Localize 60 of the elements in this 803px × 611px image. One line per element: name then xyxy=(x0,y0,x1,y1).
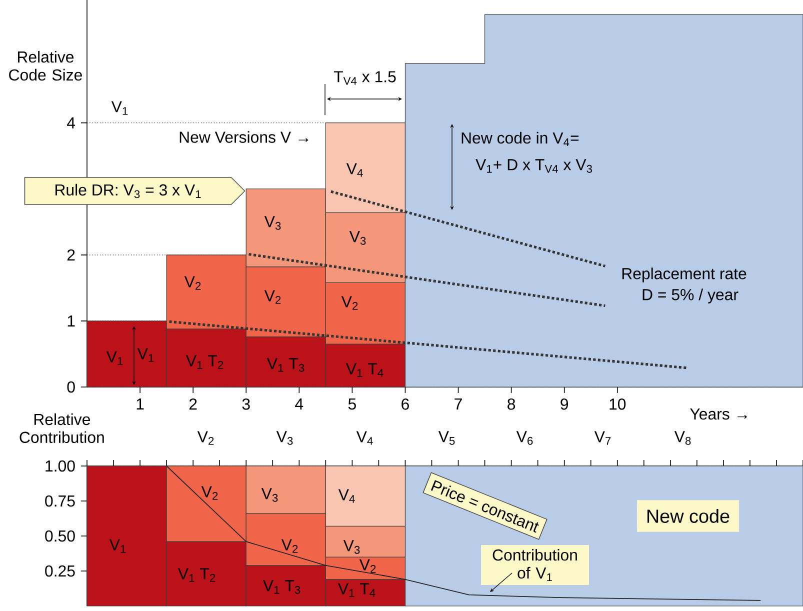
x-tick-label: 6 xyxy=(402,398,409,410)
annotation: V$_{1}$ T$_{4}$ xyxy=(346,363,384,377)
annotation: V$_{1}$ T$_{4}$ xyxy=(338,583,376,597)
annotation: V$_{1}$ xyxy=(109,539,126,553)
annotation: V$_{1}$ T$_{3}$ xyxy=(262,580,300,594)
annotation: V$_{1}$ xyxy=(106,351,123,365)
line-series xyxy=(166,466,762,601)
x-tick-label: 7 xyxy=(454,398,462,410)
text: V$_{5}$ xyxy=(438,431,455,445)
y-axis-title: Relative Code Size xyxy=(9,50,82,81)
y-tick-label: 0.50 xyxy=(45,530,75,542)
annotation: Contribution of V$_{1}$ xyxy=(492,548,577,582)
x-tick-label: 2 xyxy=(189,398,197,410)
x-tick-label: 3 xyxy=(242,398,250,410)
y-tick-label: 0.75 xyxy=(45,495,75,507)
annotation: V$_{3}$ xyxy=(264,216,281,230)
text: V$_{3}$ xyxy=(276,431,293,445)
annotation: Replacement rate xyxy=(622,268,746,282)
x-tick-label: 9 xyxy=(560,398,568,410)
x-tick-label: 10 xyxy=(610,398,626,410)
annotation: V$_{4}$ xyxy=(338,489,355,503)
annotation: V$_{1}$ T$_{2}$ xyxy=(178,568,216,582)
x-tick-label: 8 xyxy=(508,398,516,410)
y-tick-label: 1.00 xyxy=(46,460,75,472)
annotation: V$_{3}$ xyxy=(349,231,366,245)
annotation: V$_{3}$ xyxy=(343,540,360,554)
annotation: V$_{3}$ xyxy=(261,488,278,502)
annotation: Rule DR: V$_{3}$ = 3 x V$_{1}$ xyxy=(56,184,201,198)
annotation: V$_{1}$ xyxy=(137,348,154,362)
x-tick-label: 1 xyxy=(136,398,144,410)
text: V$_{6}$ xyxy=(516,431,533,445)
annotation: V$_{1}$ xyxy=(111,101,128,115)
x-tick-label: 4 xyxy=(295,398,304,410)
annotation: T$_{V4}$ x 1.5 xyxy=(334,71,396,85)
annotation: V$_{4}$ xyxy=(346,163,363,177)
annotation: V$_{2}$ xyxy=(281,539,298,553)
annotation: V$_{2}$ xyxy=(184,276,201,290)
annotation: New code xyxy=(647,509,730,523)
annotation: V$_{2}$ xyxy=(341,296,358,310)
annotation: V$_{2}$ xyxy=(201,486,218,500)
annotation: V$_{1}$+ D x T$_{V4}$ x V$_{3}$ xyxy=(476,159,592,173)
annotation: V$_{1}$ T$_{2}$ xyxy=(186,355,224,369)
text: V$_{4}$ xyxy=(356,431,373,445)
text: V$_{7}$ xyxy=(594,431,611,445)
y-axis-title: Relative Contribution xyxy=(20,413,104,444)
annotation: V$_{2}$ xyxy=(359,559,376,573)
text: V$_{8}$ xyxy=(674,431,691,445)
y-tick-label: 0.25 xyxy=(45,565,75,577)
x-axis-title: Years → xyxy=(690,408,747,420)
annotation: V$_{1}$ T$_{3}$ xyxy=(266,358,304,372)
annotation: New Versions V → xyxy=(180,131,308,143)
annotation: V$_{2}$ xyxy=(264,290,281,304)
y-tick-label: 4 xyxy=(67,117,76,128)
annotation: D = 5% / year xyxy=(642,288,738,304)
y-tick-label: 2 xyxy=(67,249,75,260)
text: V$_{2}$ xyxy=(197,431,214,445)
y-tick-label: 0 xyxy=(67,381,75,393)
y-tick-label: 1 xyxy=(68,315,75,326)
annotation: New code in V$_{4}$= xyxy=(462,132,579,146)
x-tick-label: 5 xyxy=(348,398,356,410)
